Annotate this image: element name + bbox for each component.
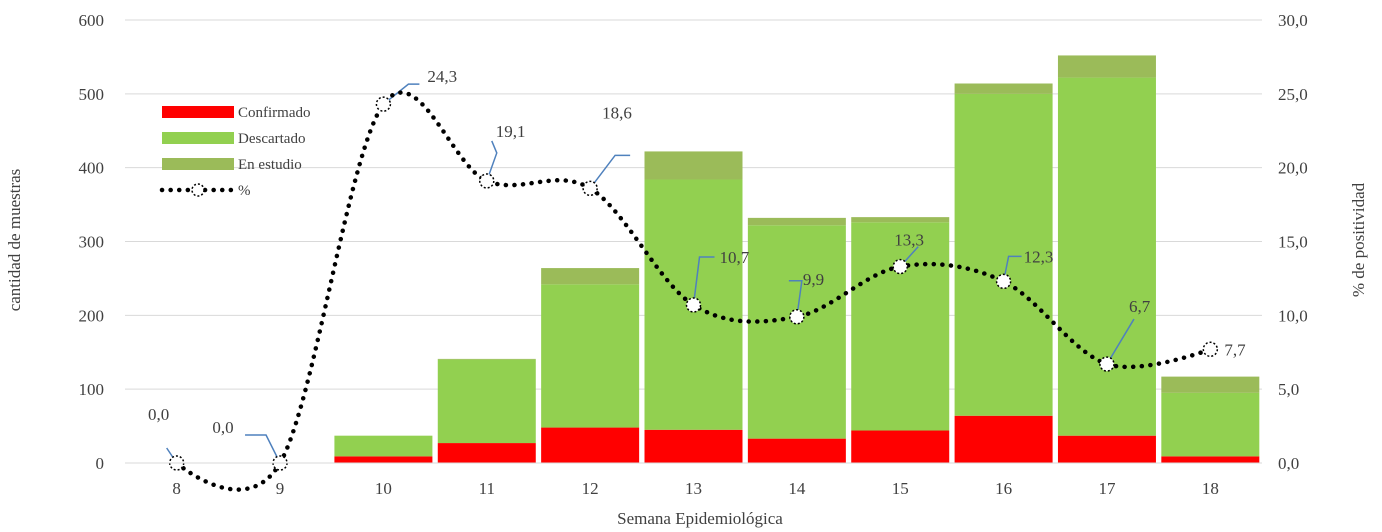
bar-confirmado xyxy=(1161,456,1260,463)
percent-marker xyxy=(995,273,1012,290)
bar-confirmado xyxy=(334,456,433,463)
data-label: 24,3 xyxy=(427,67,457,86)
legend-label: % xyxy=(238,183,251,199)
y2-tick-label: 20,0 xyxy=(1278,159,1308,178)
bar-descartado xyxy=(851,222,950,431)
bar-descartado xyxy=(437,359,536,444)
legend-swatch xyxy=(162,158,234,170)
x-tick-label: 11 xyxy=(479,479,495,498)
axes-group: 0 100 200 300 400 500 600 0,0 5,0 10,0 15,0 20,0 25,… xyxy=(79,11,1308,498)
x-tick-label: 9 xyxy=(276,479,285,498)
y-tick-label: 300 xyxy=(79,233,105,252)
x-tick-label: 8 xyxy=(172,479,181,498)
y-tick-label: 200 xyxy=(79,306,105,325)
data-label: 7,7 xyxy=(1224,340,1246,359)
bar-descartado xyxy=(954,93,1053,416)
bar-confirmado xyxy=(747,438,846,463)
legend-label: Descartado xyxy=(238,131,305,147)
data-label: 12,3 xyxy=(1024,247,1054,266)
legend-label: Confirmado xyxy=(238,105,311,121)
bar-en-estudio xyxy=(644,151,743,180)
bar-en-estudio xyxy=(851,217,950,223)
percent-marker xyxy=(685,297,702,313)
bar-descartado xyxy=(334,435,433,457)
bar-descartado xyxy=(541,284,640,428)
bar-confirmado xyxy=(954,415,1053,463)
x-tick-label: 14 xyxy=(788,479,806,498)
y-axis-title: cantidad de muestras xyxy=(5,169,24,312)
x-tick-label: 13 xyxy=(685,479,702,498)
y-tick-label: 600 xyxy=(79,11,105,30)
bars-group xyxy=(334,55,1260,463)
percent-line-group: 0,0 0,0 24,3 19,1 18,6 10,7 9,9 13,3 12,3 6,7 7,7 xyxy=(148,67,1246,492)
data-label: 9,9 xyxy=(803,270,824,289)
bar-descartado xyxy=(747,225,846,439)
legend-swatch xyxy=(162,132,234,144)
x-tick-label: 10 xyxy=(375,479,392,498)
percent-marker xyxy=(479,173,495,189)
label-leader xyxy=(788,280,803,317)
legend-swatch xyxy=(162,106,234,118)
y2-axis-title: % de positividad xyxy=(1349,182,1368,297)
data-label: 13,3 xyxy=(894,231,924,250)
percent-marker xyxy=(375,96,392,112)
y2-tick-label: 30,0 xyxy=(1278,11,1308,30)
bar-confirmado xyxy=(541,427,640,463)
label-leader xyxy=(245,434,281,464)
y-tick-label: 0 xyxy=(96,454,105,473)
label-leader xyxy=(486,140,498,182)
bar-descartado xyxy=(1161,392,1260,457)
bar-confirmado xyxy=(1057,435,1156,463)
x-tick-label: 18 xyxy=(1202,479,1219,498)
bar-en-estudio xyxy=(747,217,846,226)
bar-en-estudio xyxy=(541,268,640,285)
y2-tick-label: 0,0 xyxy=(1278,454,1299,473)
data-label: 6,7 xyxy=(1129,297,1151,316)
y2-tick-label: 10,0 xyxy=(1278,306,1308,325)
bar-en-estudio xyxy=(1057,55,1156,78)
percent-marker xyxy=(1099,356,1115,372)
bar-confirmado xyxy=(851,430,950,463)
x-tick-label: 15 xyxy=(892,479,909,498)
legend-label: En estudio xyxy=(238,157,302,173)
data-label: 18,6 xyxy=(602,103,632,122)
label-leader xyxy=(1002,255,1022,282)
bar-descartado xyxy=(1057,77,1156,436)
legend: Confirmado Descartado En estudio% xyxy=(159,105,311,199)
x-tick-label: 17 xyxy=(1098,479,1116,498)
bar-en-estudio xyxy=(1161,376,1260,393)
label-leader xyxy=(1106,318,1135,365)
bar-confirmado xyxy=(644,429,743,463)
percent-marker xyxy=(789,309,805,325)
y2-tick-label: 5,0 xyxy=(1278,380,1299,399)
data-label: 0,0 xyxy=(148,405,169,424)
data-label: 10,7 xyxy=(720,248,750,267)
data-label: 19,1 xyxy=(496,122,526,141)
x-tick-label: 16 xyxy=(995,479,1012,498)
bar-en-estudio xyxy=(437,358,536,360)
label-leaders xyxy=(166,83,1135,464)
y2-tick-label: 15,0 xyxy=(1278,233,1308,252)
bar-en-estudio xyxy=(954,83,1053,94)
x-tick-label: 12 xyxy=(582,479,599,498)
data-label: 0,0 xyxy=(212,418,233,437)
label-leader xyxy=(589,154,631,189)
label-leader xyxy=(382,83,420,105)
y-tick-label: 400 xyxy=(79,159,105,178)
percent-marker xyxy=(892,258,908,275)
bar-confirmado xyxy=(437,443,536,463)
legend-line-marker xyxy=(191,183,205,197)
y-tick-label: 500 xyxy=(79,85,105,104)
percent-marker xyxy=(582,180,598,197)
y-tick-label: 100 xyxy=(79,380,105,399)
x-axis-title: Semana Epidemiológica xyxy=(617,509,783,528)
percent-marker xyxy=(1202,341,1219,358)
label-leader xyxy=(692,256,715,306)
y2-tick-label: 25,0 xyxy=(1278,85,1308,104)
